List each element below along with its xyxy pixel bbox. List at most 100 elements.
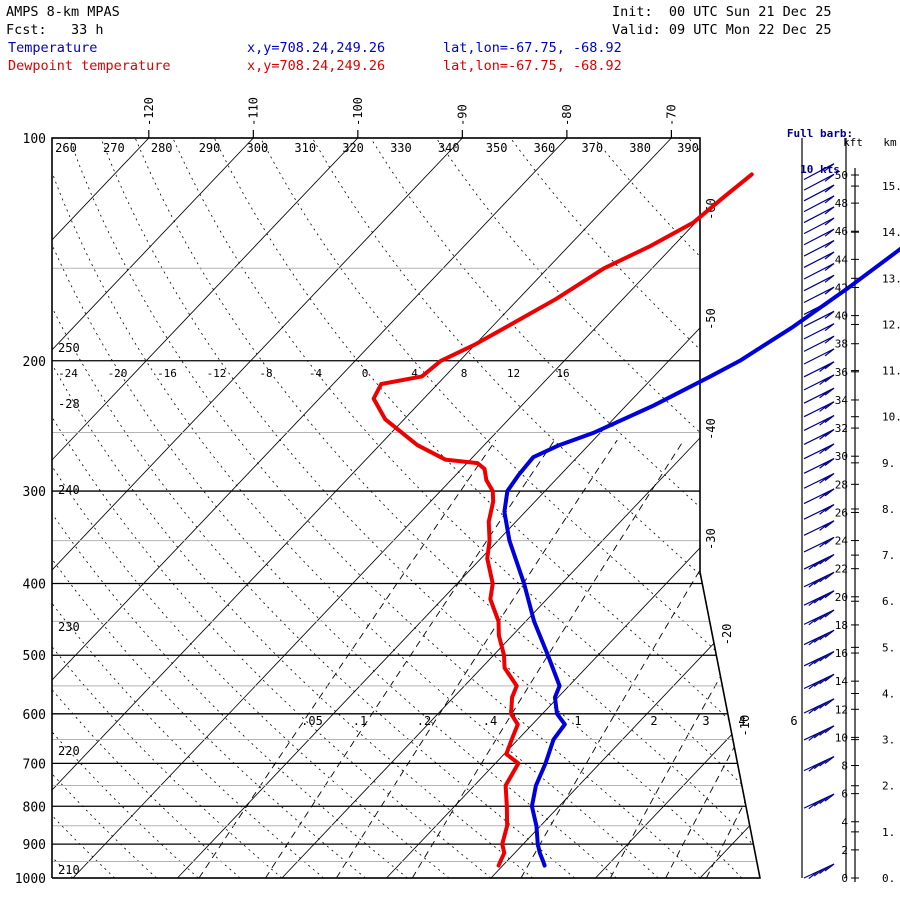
wind-barb[interactable] xyxy=(803,651,835,667)
mixing-ratio-line xyxy=(705,439,760,878)
theta-top-label: 310 xyxy=(294,141,316,155)
wind-barb[interactable] xyxy=(803,590,835,607)
wind-barb[interactable] xyxy=(803,520,835,536)
wind-barb[interactable] xyxy=(803,163,835,181)
temperature-xy: x,y=708.24,249.26 xyxy=(247,40,386,56)
wind-barb[interactable] xyxy=(803,251,835,268)
pressure-tick-label: 300 xyxy=(23,485,46,500)
wind-barb[interactable] xyxy=(803,536,835,553)
wind-barb[interactable] xyxy=(803,263,835,280)
temperature-line[interactable] xyxy=(502,138,900,868)
temp-scale-label: 4 xyxy=(411,367,418,380)
theta-top-label: 290 xyxy=(199,141,221,155)
theta-top-label: 260 xyxy=(55,141,77,155)
full-barb-legend-line1: Full barb: xyxy=(786,127,854,140)
init-time: Init: 00 UTC Sun 21 Dec 25 xyxy=(612,4,832,20)
kft-tick-label: 6 xyxy=(841,788,848,801)
km-tick-label: 5. xyxy=(882,641,895,654)
wind-barb[interactable] xyxy=(803,240,835,257)
wind-barb[interactable] xyxy=(803,274,835,292)
wind-barb[interactable] xyxy=(803,173,835,191)
wind-barb[interactable] xyxy=(803,458,835,474)
wind-barb[interactable] xyxy=(803,361,835,378)
isotherm-line xyxy=(52,138,463,878)
pressure-tick-label: 700 xyxy=(23,757,46,772)
km-tick-label: 9. xyxy=(882,457,895,470)
kft-tick-label: 0 xyxy=(841,872,848,885)
theta-top-label: 330 xyxy=(390,141,412,155)
wind-barb[interactable] xyxy=(803,414,835,431)
isotherm-label-inbox: -28 xyxy=(58,397,80,411)
theta-left-label: 220 xyxy=(58,744,80,758)
top-isotherm-label: -120 xyxy=(142,97,156,126)
mixing-ratio-line xyxy=(198,439,497,878)
wind-barb[interactable] xyxy=(803,228,835,246)
skew-temperature-lines xyxy=(52,138,760,878)
kft-tick-label: 30 xyxy=(835,450,848,463)
mixing-ratio-line xyxy=(411,439,685,878)
wind-barb[interactable] xyxy=(803,335,835,352)
dewpoint-latlon: lat,lon=-67.75, -68.92 xyxy=(443,58,622,74)
moist-adiabat-line xyxy=(134,138,760,878)
isotherm-line xyxy=(595,138,760,878)
wind-barb[interactable] xyxy=(803,488,835,505)
pressure-axis-labels: 100 200 300 400 500 600 700 800 900 1000 xyxy=(15,132,46,887)
moist-adiabat-line xyxy=(52,138,408,878)
wind-barb[interactable] xyxy=(803,286,835,304)
wind-barb[interactable] xyxy=(803,673,835,690)
wind-barb[interactable] xyxy=(803,793,835,810)
theta-top-label: 370 xyxy=(581,141,603,155)
wind-barb[interactable] xyxy=(803,429,835,445)
kft-tick-label: 22 xyxy=(835,563,848,576)
km-tick-label: 0. xyxy=(882,872,895,885)
isotherm-line xyxy=(52,138,672,878)
kft-tick-label: 36 xyxy=(835,366,848,379)
wind-barb[interactable] xyxy=(803,609,835,626)
wind-barb[interactable] xyxy=(803,348,835,365)
pressure-tick-label: 600 xyxy=(23,708,46,723)
wind-barb[interactable] xyxy=(803,401,835,418)
isotherm-line xyxy=(699,138,760,878)
wind-barb[interactable] xyxy=(803,184,835,202)
wind-barb[interactable] xyxy=(803,472,835,489)
forecast-hour: Fcst: 33 h xyxy=(6,22,104,38)
wind-barb[interactable] xyxy=(803,310,835,328)
wind-barb[interactable] xyxy=(803,195,835,213)
wind-barb[interactable] xyxy=(803,443,835,460)
km-tick-label: 12. xyxy=(882,318,900,331)
kft-tick-label: 8 xyxy=(841,760,848,773)
wind-barb[interactable] xyxy=(803,863,835,880)
wind-barb[interactable] xyxy=(803,554,835,570)
isotherm-line xyxy=(52,138,568,878)
wind-barb[interactable] xyxy=(803,504,835,520)
dewpoint-trace[interactable] xyxy=(371,172,754,868)
full-barb-legend-line2: 10 kts xyxy=(800,163,840,176)
km-tick-label: 6. xyxy=(882,595,895,608)
temperature-trace[interactable] xyxy=(502,138,900,868)
wind-barb[interactable] xyxy=(803,755,835,772)
wind-barb[interactable] xyxy=(803,698,835,714)
temp-scale-label: 8 xyxy=(461,367,468,380)
wind-barb[interactable] xyxy=(803,374,835,391)
theta-left-label: 240 xyxy=(58,483,80,497)
top-axis-labels: -120 -110 -100 -90 -80 -70 xyxy=(142,97,678,138)
wind-barb[interactable] xyxy=(803,629,835,646)
dewpoint-line[interactable] xyxy=(371,172,754,868)
km-tick-label: 13. xyxy=(882,272,900,285)
km-tick-label: 7. xyxy=(882,549,895,562)
pressure-tick-label: 200 xyxy=(23,355,46,370)
wind-barb[interactable] xyxy=(803,387,835,404)
wind-barb[interactable] xyxy=(803,725,835,741)
wind-barb[interactable] xyxy=(803,217,835,235)
theta-top-label: 280 xyxy=(151,141,173,155)
wind-barb[interactable] xyxy=(803,571,835,588)
wind-barb[interactable] xyxy=(803,206,835,224)
wind-barb-column[interactable] xyxy=(801,138,847,880)
kft-axis-title: kft xyxy=(843,136,863,149)
temp-scale-label: 12 xyxy=(507,367,520,380)
top-isotherm-label: -80 xyxy=(560,104,574,126)
altitude-axis: 0246810121416182022242628303234363840424… xyxy=(835,136,900,885)
wind-barb[interactable] xyxy=(803,323,835,340)
temperature-legend-label: Temperature xyxy=(8,40,98,56)
